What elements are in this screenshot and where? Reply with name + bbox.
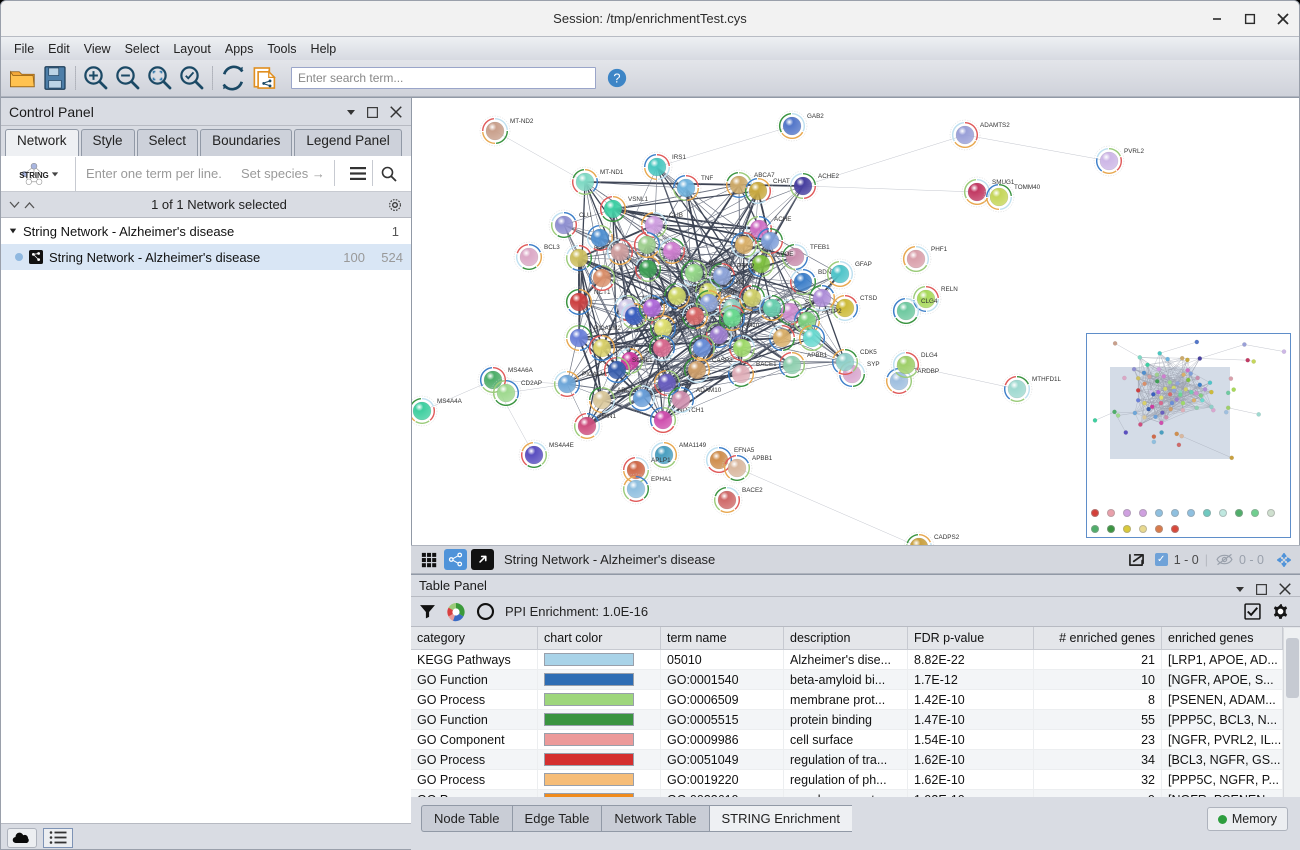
- svg-text:PICALM2: PICALM2: [594, 325, 621, 332]
- svg-text:BACE1: BACE1: [756, 361, 777, 368]
- svg-text:DLG4: DLG4: [921, 352, 938, 359]
- svg-text:PRNP: PRNP: [737, 263, 755, 270]
- svg-text:APBB1: APBB1: [807, 352, 828, 359]
- svg-text:CD2AP: CD2AP: [521, 380, 542, 387]
- svg-text:AMA1149: AMA1149: [679, 442, 707, 449]
- svg-text:MS4A6A: MS4A6A: [508, 367, 534, 374]
- svg-text:BIN1: BIN1: [602, 413, 616, 420]
- svg-text:MT-ND2: MT-ND2: [510, 118, 534, 125]
- svg-text:APBB1: APBB1: [752, 455, 773, 462]
- svg-text:CDK5: CDK5: [860, 349, 877, 356]
- svg-text:MS4A4A: MS4A4A: [437, 398, 463, 405]
- svg-text:TFEB1: TFEB1: [810, 244, 830, 251]
- svg-text:PICALM: PICALM: [582, 371, 605, 378]
- svg-text:ACHE: ACHE: [774, 216, 792, 223]
- svg-text:RELN: RELN: [941, 286, 958, 293]
- svg-text:SORL1: SORL1: [632, 357, 653, 364]
- svg-text:?: ?: [613, 71, 620, 86]
- svg-text:STRING: STRING: [19, 170, 48, 179]
- svg-text:PVRL2: PVRL2: [1124, 148, 1144, 155]
- svg-text:CADPS2: CADPS2: [934, 534, 960, 541]
- svg-text:CASP3: CASP3: [712, 357, 733, 364]
- svg-text:GFAP: GFAP: [855, 261, 872, 268]
- svg-text:GAB2: GAB2: [807, 113, 824, 120]
- svg-text:VSNL1: VSNL1: [628, 196, 648, 203]
- svg-text:CLU: CLU: [579, 212, 592, 219]
- svg-text:MTHFD1L: MTHFD1L: [1032, 376, 1062, 383]
- svg-text:MT-ND1: MT-ND1: [600, 169, 624, 176]
- svg-text:ACHE2: ACHE2: [818, 173, 839, 180]
- svg-text:BACE2: BACE2: [742, 487, 763, 494]
- svg-text:CR1: CR1: [692, 283, 705, 290]
- svg-text:CHAT: CHAT: [773, 178, 790, 185]
- svg-text:CTSD: CTSD: [860, 295, 878, 302]
- svg-text:SYP: SYP: [867, 361, 880, 368]
- svg-text:ADAM10: ADAM10: [696, 387, 722, 394]
- svg-text:PHF1: PHF1: [931, 246, 948, 253]
- svg-text:TOMM40: TOMM40: [1014, 184, 1041, 191]
- svg-text:ABCA7: ABCA7: [754, 172, 775, 179]
- svg-text:IRS1: IRS1: [672, 154, 686, 161]
- svg-text:MS4A4E: MS4A4E: [549, 442, 574, 449]
- svg-text:TNF: TNF: [701, 175, 713, 182]
- svg-text:EPHA1: EPHA1: [651, 476, 672, 483]
- svg-text:CLIB: CLIB: [669, 212, 683, 219]
- svg-text:APOE: APOE: [776, 251, 794, 258]
- svg-text:ADAMTS2: ADAMTS2: [980, 122, 1010, 129]
- svg-text:APLP2: APLP2: [822, 308, 842, 315]
- svg-text:BCL3: BCL3: [544, 244, 560, 251]
- svg-text:CLG4: CLG4: [921, 298, 938, 305]
- svg-text:APLP1: APLP1: [651, 457, 671, 464]
